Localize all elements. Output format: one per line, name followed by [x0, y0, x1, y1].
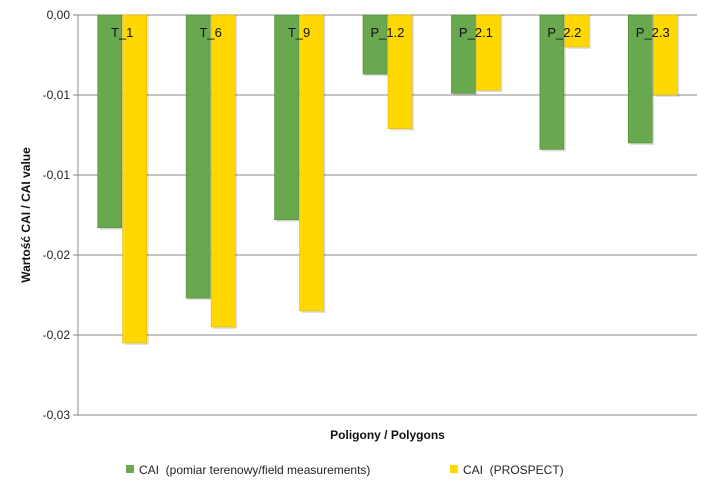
y-tick-label: -0,02: [43, 248, 71, 262]
x-axis-title: Poligony / Polygons: [330, 428, 445, 442]
bar-field-T_1: [97, 14, 123, 229]
category-label: P_1.2: [371, 25, 405, 40]
gridlines: [78, 14, 697, 416]
bar-field-P_2.3: [627, 14, 653, 144]
bar-field-P_1.2: [362, 14, 388, 75]
category-label: T_1: [111, 25, 133, 40]
legend-swatch: [126, 465, 134, 473]
bar-prospect-P_2.3: [652, 14, 678, 96]
y-axis-title: Wartość CAI / CAI value: [19, 147, 33, 283]
bar-prospect-T_9: [299, 14, 324, 312]
y-tick-label: -0,01: [43, 168, 71, 182]
legend-label: CAI (pomiar terenowy/field measurements): [139, 463, 370, 477]
bar-prospect-P_2.2: [564, 14, 590, 48]
category-labels: T_1 T_6 T_9 P_1.2 P_2.1 P_2.2 P_2.3: [111, 25, 670, 40]
y-tick-label: -0,01: [43, 88, 71, 102]
y-tick-label: -0,02: [43, 328, 71, 342]
bar-prospect-P_1.2: [387, 14, 413, 129]
bar-prospect-T_1: [122, 14, 148, 344]
legend: CAI (pomiar terenowy/field measurements)…: [126, 463, 564, 477]
bar-field-T_6: [185, 14, 211, 299]
bar-field-P_2.1: [451, 14, 476, 94]
bar-prospect-P_2.1: [476, 14, 501, 91]
category-label: T_6: [199, 25, 221, 40]
bar-field-P_2.2: [539, 14, 565, 150]
bars: [97, 14, 680, 345]
legend-swatch: [450, 465, 458, 473]
y-tick-label: -0,03: [43, 408, 71, 422]
category-label: T_9: [288, 25, 310, 40]
category-label: P_2.3: [636, 25, 670, 40]
bar-field-T_9: [274, 14, 299, 221]
bar-prospect-T_6: [210, 14, 236, 328]
y-tick-label: 0,00: [47, 8, 71, 22]
legend-label: CAI (PROSPECT): [463, 463, 564, 477]
category-label: P_2.2: [547, 25, 581, 40]
y-axis-ticks: 0,00 -0,01 -0,01 -0,02 -0,02 -0,03: [43, 8, 78, 422]
category-label: P_2.1: [459, 25, 493, 40]
